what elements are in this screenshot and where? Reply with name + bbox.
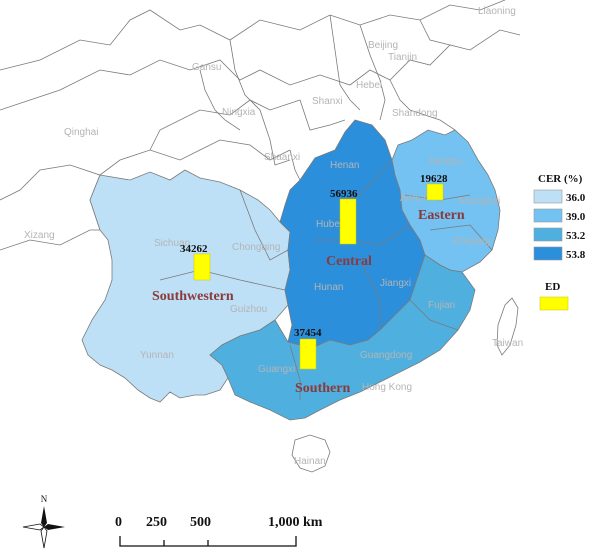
legend-cer-title: CER (%) <box>538 173 583 185</box>
label-hebei: Hebei <box>356 80 382 91</box>
label-sichuan: Sichuan <box>154 238 190 249</box>
label-hubei: Hubei <box>316 219 342 230</box>
ed-bar-eastern <box>426 183 444 201</box>
legend-swatch-0 <box>533 189 563 204</box>
region-labels: Southwestern Central Eastern Southern <box>152 208 465 396</box>
taiwan-island <box>496 297 519 356</box>
north-arrow-label: N <box>41 494 48 504</box>
label-jiangxi: Jiangxi <box>380 278 411 289</box>
label-guangdong: Guangdong <box>360 350 412 361</box>
ed-markers: 34262 56936 19628 37454 <box>180 173 448 370</box>
region-eastern <box>391 129 501 273</box>
legend-swatch-3 <box>533 246 563 261</box>
label-chongqing: Chongqing <box>232 242 280 253</box>
ed-bar-southwestern <box>193 253 211 281</box>
label-fujian: Fujian <box>428 300 455 311</box>
scale-tick-1000: 1,000 km <box>268 515 323 530</box>
ed-value-southwestern: 34262 <box>180 243 208 255</box>
regions <box>81 119 519 473</box>
legend-label-1: 39.0 <box>566 211 586 223</box>
legend-ed-title: ED <box>545 281 560 293</box>
legend: CER (%) 36.0 39.0 53.2 53.8 ED <box>533 173 586 311</box>
ed-value-central: 56936 <box>330 188 358 200</box>
label-jiangsu: Jiangsu <box>428 156 462 167</box>
scale-bar: 0 250 500 1,000 km <box>115 515 323 547</box>
label-shaanxi: Shaanxi <box>264 152 300 163</box>
north-arrow: N <box>22 494 65 549</box>
label-henan: Henan <box>330 160 359 171</box>
region-label-southwestern: Southwestern <box>152 289 234 304</box>
label-tianjin: Tianjin <box>388 52 417 63</box>
label-taiwan: Taiwan <box>492 338 523 349</box>
legend-label-3: 53.8 <box>566 249 586 261</box>
label-shanxi: Shanxi <box>312 96 343 107</box>
label-liaoning: Liaoning <box>478 6 516 17</box>
label-hunan: Hunan <box>314 282 343 293</box>
label-qinghai: Qinghai <box>64 127 98 138</box>
label-shanghai: Shanghai <box>458 196 500 207</box>
legend-label-0: 36.0 <box>566 192 586 204</box>
province-labels: Liaoning Beijing Tianjin Hebei Gansu Nin… <box>24 6 523 467</box>
legend-swatch-1 <box>533 208 563 223</box>
label-beijing: Beijing <box>368 40 398 51</box>
region-label-eastern: Eastern <box>418 208 465 223</box>
legend-label-2: 53.2 <box>566 230 586 242</box>
label-gansu: Gansu <box>192 62 221 73</box>
scale-tick-250: 250 <box>146 515 167 530</box>
region-label-central: Central <box>326 254 372 269</box>
ed-value-southern: 37454 <box>294 327 322 339</box>
label-zhejiang: Zhejiang <box>452 236 490 247</box>
label-guizhou: Guizhou <box>230 304 267 315</box>
label-guangxi: Guangxi <box>258 364 295 375</box>
label-hongkong: Hong Kong <box>362 382 412 393</box>
ed-bar-central <box>339 198 357 245</box>
hainan-island <box>291 434 331 473</box>
ed-value-eastern: 19628 <box>420 173 448 185</box>
label-yunnan: Yunnan <box>140 350 174 361</box>
label-ningxia: Ningxia <box>222 107 256 118</box>
legend-swatch-2 <box>533 227 563 242</box>
label-shandong: Shandong <box>392 108 438 119</box>
label-xizang: Xizang <box>24 230 55 241</box>
base-borders <box>0 0 521 251</box>
legend-ed-swatch <box>539 296 569 311</box>
ed-bar-southern <box>299 338 317 370</box>
scale-tick-500: 500 <box>190 515 211 530</box>
region-label-southern: Southern <box>295 381 350 396</box>
scale-tick-0: 0 <box>115 515 122 530</box>
label-anhui: Anhui <box>400 193 426 204</box>
label-hainan: Hainan <box>294 456 326 467</box>
